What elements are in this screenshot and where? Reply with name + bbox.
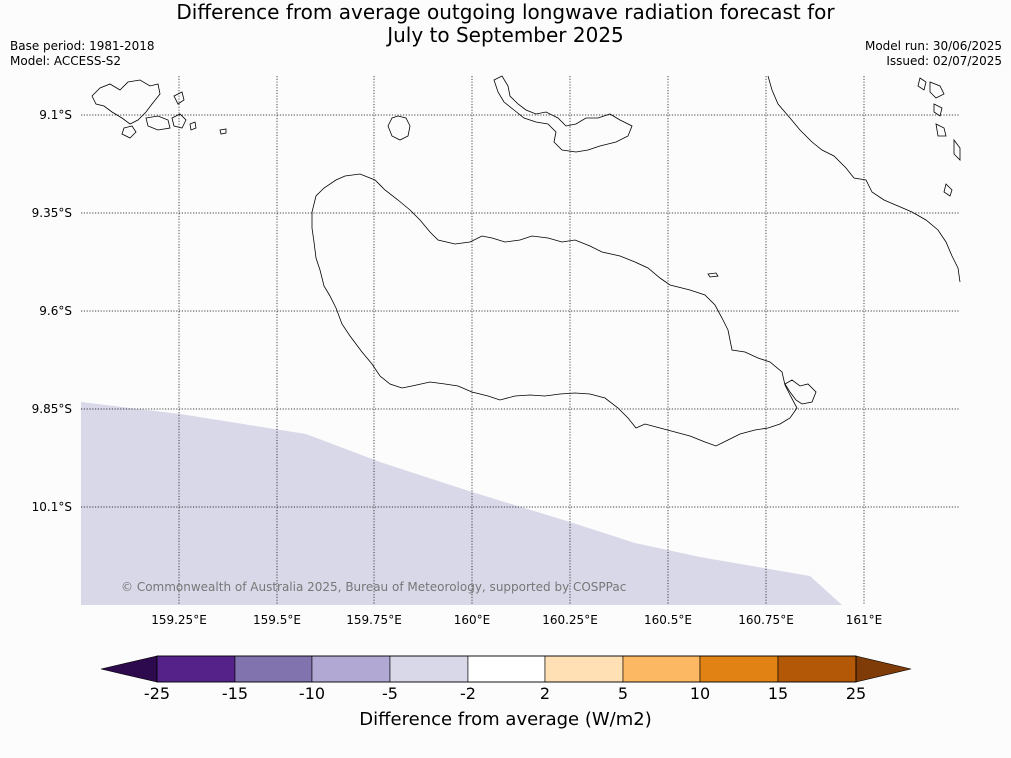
colorbar-extend-high — [855, 655, 912, 683]
coastline-islet — [707, 272, 719, 278]
coastline-savo — [387, 115, 411, 141]
lon-label: 160.5°E — [644, 613, 692, 627]
colorbar-extend-low — [100, 655, 158, 683]
colorbar-tick-label: -25 — [143, 684, 171, 703]
colorbar-tick-label: 15 — [767, 684, 789, 703]
colorbar-bin — [777, 655, 857, 683]
colorbar-tick-label: 2 — [539, 684, 551, 703]
colorbar-tick-label: -10 — [298, 684, 326, 703]
lon-label: 159.5°E — [253, 613, 301, 627]
colorbar-tick-label: -5 — [382, 684, 398, 703]
coastline-east-islets — [784, 379, 817, 405]
chart-title-line2: July to September 2025 — [387, 23, 624, 47]
colorbar-bin — [467, 655, 546, 683]
colorbar-bin — [622, 655, 701, 683]
colorbar-title: Difference from average (W/m2) — [359, 709, 652, 730]
coastline-guadalcanal — [311, 173, 798, 447]
map-gridlines — [81, 76, 960, 605]
lon-label: 160.75°E — [738, 613, 794, 627]
model-text: Model: ACCESS-S2 — [10, 54, 122, 68]
lat-label: 10.1°S — [31, 500, 72, 514]
coastlines — [91, 75, 961, 447]
lon-label: 161°E — [845, 613, 883, 627]
colorbar-bin — [311, 655, 391, 683]
colorbar — [100, 655, 912, 683]
colorbar-bin — [156, 655, 236, 683]
colorbar-bin — [234, 655, 313, 683]
coastline-malaita — [767, 75, 961, 283]
colorbar-tick-label: 10 — [689, 684, 711, 703]
colorbar-bin — [389, 655, 469, 683]
lon-label: 159.75°E — [346, 613, 402, 627]
issued-text: Issued: 02/07/2025 — [886, 54, 1002, 68]
coastline-florida-islands — [493, 75, 633, 153]
colorbar-bin — [544, 655, 624, 683]
lat-label: 9.6°S — [39, 304, 72, 318]
colorbar-tick-label: 25 — [845, 684, 867, 703]
lat-label: 9.1°S — [39, 108, 72, 122]
colorbar-tick-label: -15 — [221, 684, 249, 703]
colorbar-bin — [699, 655, 779, 683]
chart-title-line1: Difference from average outgoing longwav… — [176, 0, 835, 24]
shaded-anomaly-region — [81, 402, 842, 605]
colorbar-tick-label: -2 — [460, 684, 476, 703]
base-period-text: Base period: 1981-2018 — [10, 39, 155, 53]
colorbar-tick-label: 5 — [617, 684, 629, 703]
lat-label: 9.35°S — [31, 206, 72, 220]
model-run-text: Model run: 30/06/2025 — [864, 39, 1002, 53]
copyright-credit: © Commonwealth of Australia 2025, Bureau… — [121, 580, 627, 594]
lon-label: 160.25°E — [542, 613, 598, 627]
lon-label: 160°E — [453, 613, 491, 627]
lon-label: 159.25°E — [151, 613, 207, 627]
lat-label: 9.85°S — [31, 402, 72, 416]
coastline-nw-islands — [91, 79, 161, 125]
